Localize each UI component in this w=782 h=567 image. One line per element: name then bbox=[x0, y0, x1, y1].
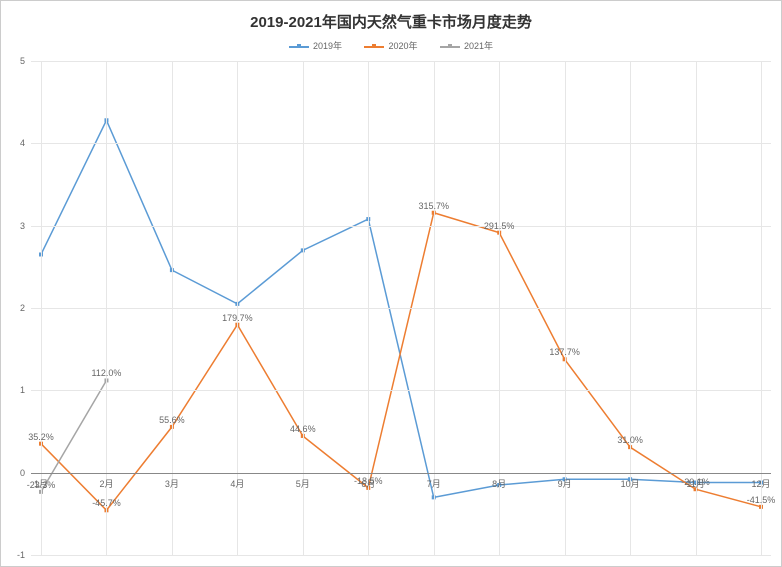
chart-title: 2019-2021年国内天然气重卡市场月度走势 bbox=[1, 11, 781, 32]
x-axis-label: 7月 bbox=[427, 477, 441, 490]
data-label: 31.0% bbox=[617, 435, 643, 445]
data-label: -45.7% bbox=[92, 498, 121, 508]
y-axis-label: 3 bbox=[20, 221, 25, 231]
gridline-h bbox=[31, 143, 771, 144]
data-label: 55.6% bbox=[159, 415, 185, 425]
data-label: -18.5% bbox=[354, 476, 383, 486]
data-label: 44.6% bbox=[290, 424, 316, 434]
data-label: 179.7% bbox=[222, 313, 253, 323]
legend-label-2020: 2020年 bbox=[388, 41, 417, 51]
gridline-h bbox=[31, 61, 771, 62]
legend-swatch-2021 bbox=[440, 46, 460, 48]
gridline-h bbox=[31, 390, 771, 391]
x-axis-label: 8月 bbox=[492, 477, 506, 490]
y-axis-label: -1 bbox=[17, 550, 25, 560]
x-axis-label: 5月 bbox=[296, 477, 310, 490]
data-label: 137.7% bbox=[549, 347, 580, 357]
x-axis-label: 12月 bbox=[751, 477, 770, 490]
y-axis-label: 2 bbox=[20, 303, 25, 313]
data-label: 112.0% bbox=[92, 368, 122, 378]
y-axis-label: 4 bbox=[20, 138, 25, 148]
gridline-h bbox=[31, 226, 771, 227]
legend-item-2019: 2019年 bbox=[289, 39, 342, 52]
legend-label-2021: 2021年 bbox=[464, 41, 493, 51]
data-label: 315.7% bbox=[418, 201, 449, 211]
chart-container: 2019-2021年国内天然气重卡市场月度走势 2019年 2020年 2021… bbox=[0, 0, 782, 567]
x-axis-line bbox=[31, 473, 771, 474]
series-line-2020年 bbox=[41, 213, 761, 511]
x-axis-label: 9月 bbox=[558, 477, 572, 490]
data-label: 291.5% bbox=[484, 221, 515, 231]
gridline-h bbox=[31, 308, 771, 309]
legend-swatch-2020 bbox=[364, 46, 384, 48]
data-label: -41.5% bbox=[747, 495, 776, 505]
y-axis-label: 1 bbox=[20, 385, 25, 395]
legend-swatch-2019 bbox=[289, 46, 309, 48]
y-axis-label: 5 bbox=[20, 56, 25, 66]
data-label: -23.3% bbox=[27, 480, 56, 490]
plot-area: 1月2月3月4月5月6月7月8月9月10月11月12月-101234535.2%… bbox=[31, 61, 771, 556]
x-axis-label: 2月 bbox=[99, 477, 113, 490]
x-axis-label: 4月 bbox=[230, 477, 244, 490]
legend-label-2019: 2019年 bbox=[313, 41, 342, 51]
legend-item-2020: 2020年 bbox=[364, 39, 417, 52]
x-axis-label: 3月 bbox=[165, 477, 179, 490]
x-axis-label: 10月 bbox=[621, 477, 640, 490]
data-label: 35.2% bbox=[28, 432, 54, 442]
y-axis-label: 0 bbox=[20, 468, 25, 478]
legend-item-2021: 2021年 bbox=[440, 39, 493, 52]
gridline-h bbox=[31, 555, 771, 556]
data-label: -20.1% bbox=[681, 477, 710, 487]
legend: 2019年 2020年 2021年 bbox=[1, 39, 781, 52]
